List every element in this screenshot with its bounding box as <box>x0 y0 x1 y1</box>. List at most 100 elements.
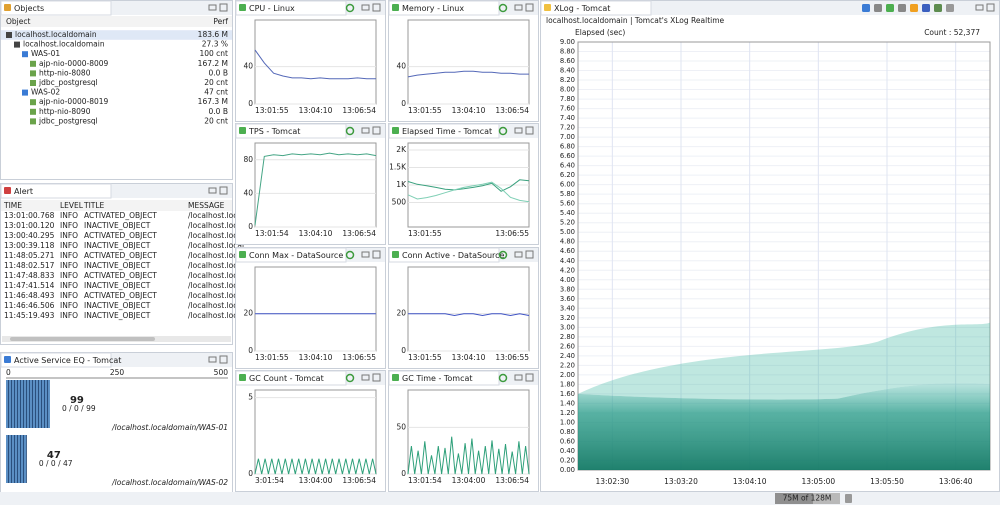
object-perf: 167.2 M <box>198 59 228 68</box>
refresh-icon[interactable] <box>345 373 355 383</box>
refresh-icon[interactable] <box>345 250 355 260</box>
selected-row <box>1 30 232 40</box>
object-name[interactable]: WAS-01 <box>31 49 60 58</box>
refresh-icon[interactable] <box>498 3 508 13</box>
maximize-button[interactable] <box>219 186 228 195</box>
x-tick-label: 13:04:00 <box>452 476 486 485</box>
object-name[interactable]: WAS-02 <box>31 88 60 97</box>
gc-button[interactable] <box>845 494 852 503</box>
panel-tab-bar <box>541 1 999 15</box>
minimize-button[interactable] <box>208 187 217 194</box>
toolbar-button[interactable] <box>862 4 870 12</box>
y-tick-label: 40 <box>243 62 253 71</box>
toolbar-button[interactable] <box>922 4 930 12</box>
tab-icon <box>392 4 399 11</box>
y-tick-label: 0.60 <box>560 437 575 445</box>
y-tick-label: 1K <box>396 180 407 189</box>
alert-cell: /localhost.local <box>188 251 244 260</box>
object-name[interactable]: ajp-nio-0000-8009 <box>39 59 109 68</box>
y-tick-label: 0 <box>248 346 253 355</box>
maximize-button[interactable] <box>219 3 228 12</box>
refresh-icon[interactable] <box>498 250 508 260</box>
alert-cell: INACTIVE_OBJECT <box>84 311 151 320</box>
minimize-button[interactable] <box>514 374 523 381</box>
toolbar-button[interactable] <box>910 4 918 12</box>
object-name[interactable]: jdbc_postgresql <box>38 116 98 125</box>
y-tick-label: 0.00 <box>560 466 575 474</box>
y-tick-label: 0 <box>248 99 253 108</box>
series-line <box>407 181 530 203</box>
minimize-button[interactable] <box>975 4 984 11</box>
series-line <box>407 70 529 78</box>
toolbar-button[interactable] <box>886 4 894 12</box>
active-count: 47 <box>47 450 61 461</box>
y-axis-label: Elapsed (sec) <box>575 28 625 37</box>
plot-area <box>254 266 377 352</box>
maximize-button[interactable] <box>525 373 534 382</box>
toolbar-button[interactable] <box>946 4 954 12</box>
minimize-button[interactable] <box>361 374 370 381</box>
alert-cell: INFO <box>60 231 78 240</box>
refresh-icon[interactable] <box>498 126 508 136</box>
object-name[interactable]: localhost.localdomain <box>15 30 97 39</box>
x-tick-label: 13:01:55 <box>255 106 289 115</box>
tab-icon <box>239 127 246 134</box>
y-tick-label: 5.40 <box>560 209 575 217</box>
object-name[interactable]: http-nio-8080 <box>39 68 91 77</box>
maximize-button[interactable] <box>372 250 381 259</box>
toolbar-button[interactable] <box>898 4 906 12</box>
maximize-button[interactable] <box>525 250 534 259</box>
maximize-button[interactable] <box>986 3 995 12</box>
alert-cell: /localhost.local <box>188 231 244 240</box>
minimize-button[interactable] <box>361 4 370 11</box>
panel-tab[interactable] <box>540 0 652 16</box>
alert-cell: INFO <box>60 241 78 250</box>
alert-cell: 13:01:00.120 <box>4 221 55 230</box>
y-tick-label: 2.40 <box>560 352 575 360</box>
plot-area <box>407 266 530 352</box>
maximize-button[interactable] <box>525 126 534 135</box>
x-tick-label: 13:06:54 <box>342 229 376 238</box>
refresh-icon[interactable] <box>498 373 508 383</box>
minimize-button[interactable] <box>361 127 370 134</box>
alert-cell: 11:46:46.506 <box>4 301 55 310</box>
y-tick-label: 50 <box>396 422 406 431</box>
scroll-thumb[interactable] <box>10 337 155 341</box>
toolbar-button[interactable] <box>874 4 882 12</box>
panel-tab[interactable] <box>0 183 112 199</box>
maximize-button[interactable] <box>372 3 381 12</box>
minimize-button[interactable] <box>361 251 370 258</box>
x-tick-label: 13:06:55 <box>495 353 529 362</box>
y-tick-label: 8.60 <box>560 57 575 65</box>
refresh-icon[interactable] <box>345 126 355 136</box>
tree-icon <box>30 118 36 125</box>
series-line <box>254 152 377 226</box>
y-tick-label: 6.40 <box>560 162 575 170</box>
maximize-button[interactable] <box>372 126 381 135</box>
minimize-button[interactable] <box>208 356 217 363</box>
object-name[interactable]: localhost.localdomain <box>23 40 105 49</box>
alert-cell: /localhost.local <box>188 271 244 280</box>
maximize-button[interactable] <box>525 3 534 12</box>
x-tick-label: 13:04:10 <box>299 106 333 115</box>
object-name[interactable]: jdbc_postgresql <box>38 78 98 87</box>
plot-area <box>407 389 530 475</box>
y-tick-label: 5 <box>248 393 253 402</box>
maximize-button[interactable] <box>372 373 381 382</box>
minimize-button[interactable] <box>208 4 217 11</box>
object-perf: 100 cnt <box>199 49 228 58</box>
minimize-button[interactable] <box>514 4 523 11</box>
panel-tab[interactable] <box>0 352 112 368</box>
x-tick-label: 13:04:00 <box>299 476 333 485</box>
maximize-button[interactable] <box>219 355 228 364</box>
series-line <box>254 49 376 80</box>
object-name[interactable]: http-nio-8090 <box>39 107 91 116</box>
x-tick-label: 13:01:54 <box>255 229 289 238</box>
minimize-button[interactable] <box>514 251 523 258</box>
minimize-button[interactable] <box>514 127 523 134</box>
y-tick-label: 500 <box>392 198 407 207</box>
object-name[interactable]: ajp-nio-0000-8019 <box>39 97 109 106</box>
refresh-icon[interactable] <box>345 3 355 13</box>
panel-tab[interactable] <box>0 0 112 16</box>
toolbar-button[interactable] <box>934 4 942 12</box>
